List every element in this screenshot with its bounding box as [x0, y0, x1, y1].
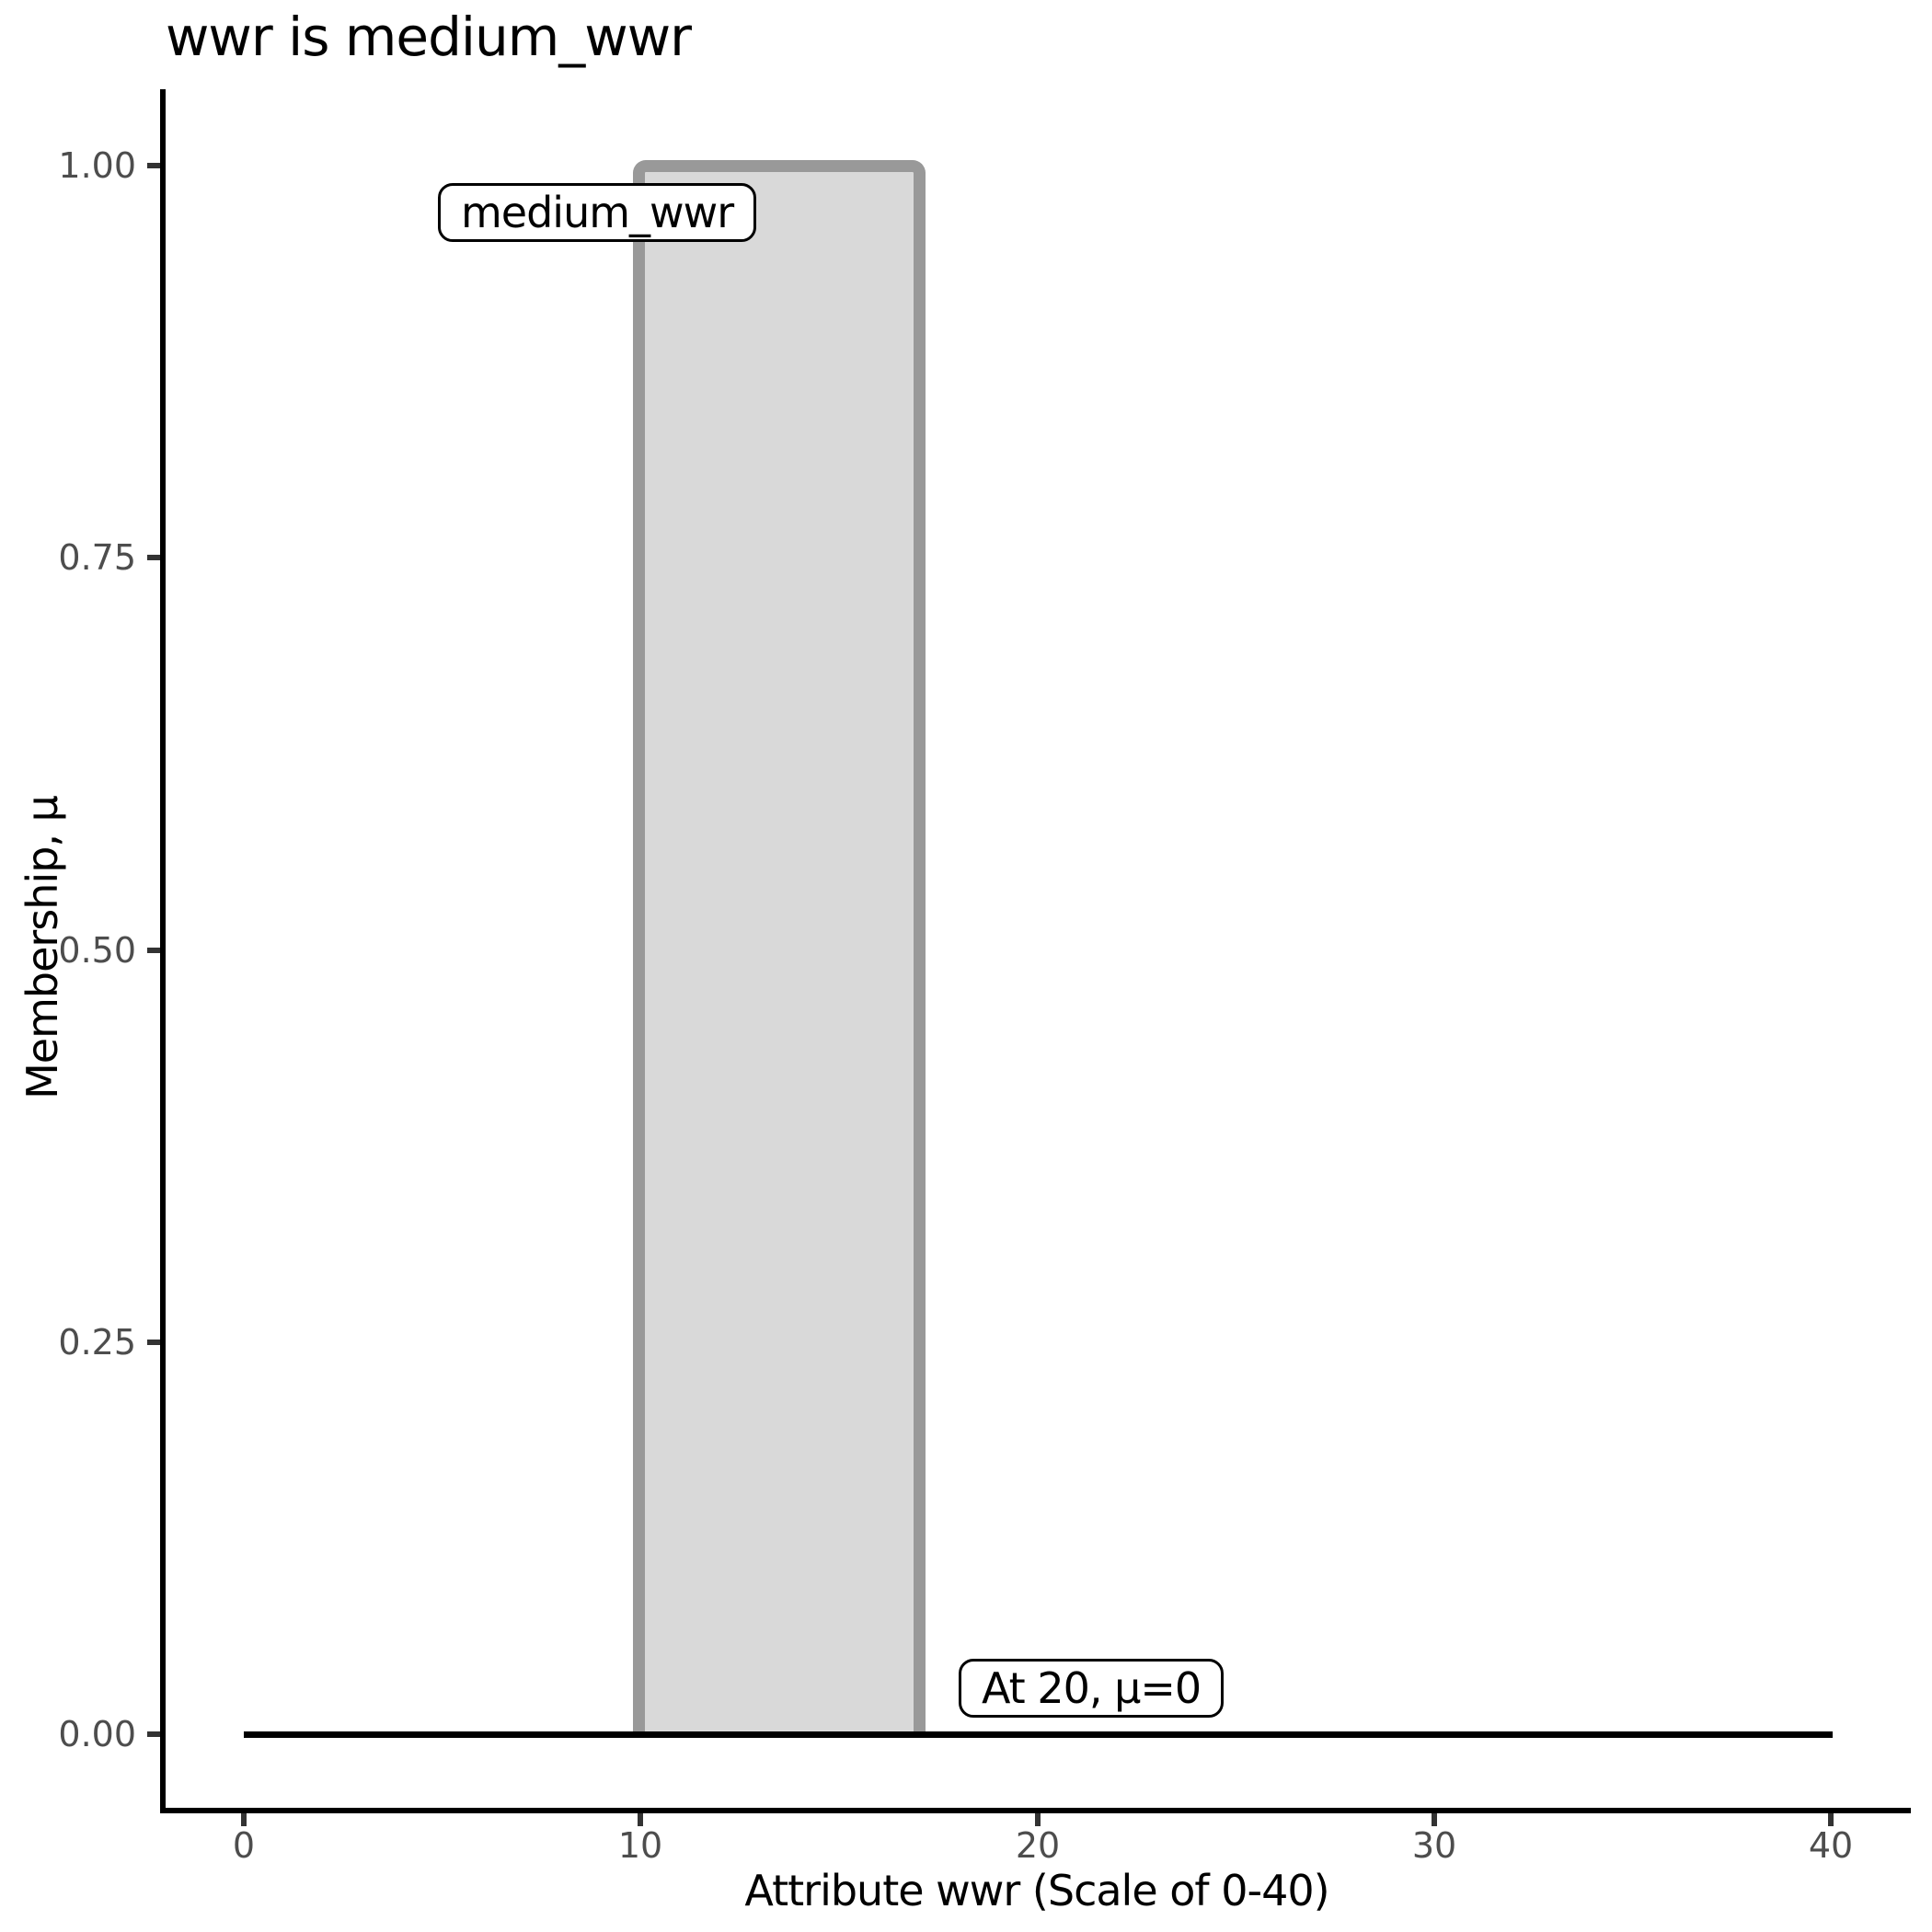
x-tick-label: 30	[1411, 1825, 1457, 1866]
plot-title: wwr is medium_wwr	[166, 6, 692, 68]
x-tick-mark	[241, 1813, 247, 1826]
y-axis-title: Membership, μ	[17, 796, 67, 1099]
x-axis-line	[160, 1808, 1911, 1813]
y-tick-label: 1.00	[58, 145, 136, 186]
x-axis-title: Attribute wwr (Scale of 0-40)	[744, 1866, 1329, 1915]
y-tick-mark	[147, 163, 160, 168]
y-tick-mark	[147, 1340, 160, 1345]
x-tick-mark	[1828, 1813, 1834, 1826]
y-tick-mark	[147, 555, 160, 560]
y-tick-label: 0.50	[58, 930, 136, 971]
x-tick-mark	[1035, 1813, 1041, 1826]
y-tick-mark	[147, 1731, 160, 1737]
y-tick-label: 0.75	[58, 537, 136, 578]
set-label-annotation: medium_wwr	[438, 183, 757, 242]
x-tick-label: 10	[617, 1825, 663, 1866]
x-tick-label: 0	[232, 1825, 256, 1866]
y-tick-label: 0.00	[58, 1714, 136, 1754]
x-tick-mark	[638, 1813, 643, 1826]
x-tick-mark	[1432, 1813, 1437, 1826]
x-tick-label: 40	[1808, 1825, 1854, 1866]
point-annotation: At 20, μ=0	[959, 1659, 1225, 1718]
zero-membership-line	[244, 1731, 1833, 1738]
y-tick-label: 0.25	[58, 1322, 136, 1363]
y-axis-line	[160, 89, 166, 1813]
y-tick-mark	[147, 948, 160, 953]
membership-function-bar	[633, 160, 926, 1731]
x-tick-label: 20	[1015, 1825, 1061, 1866]
